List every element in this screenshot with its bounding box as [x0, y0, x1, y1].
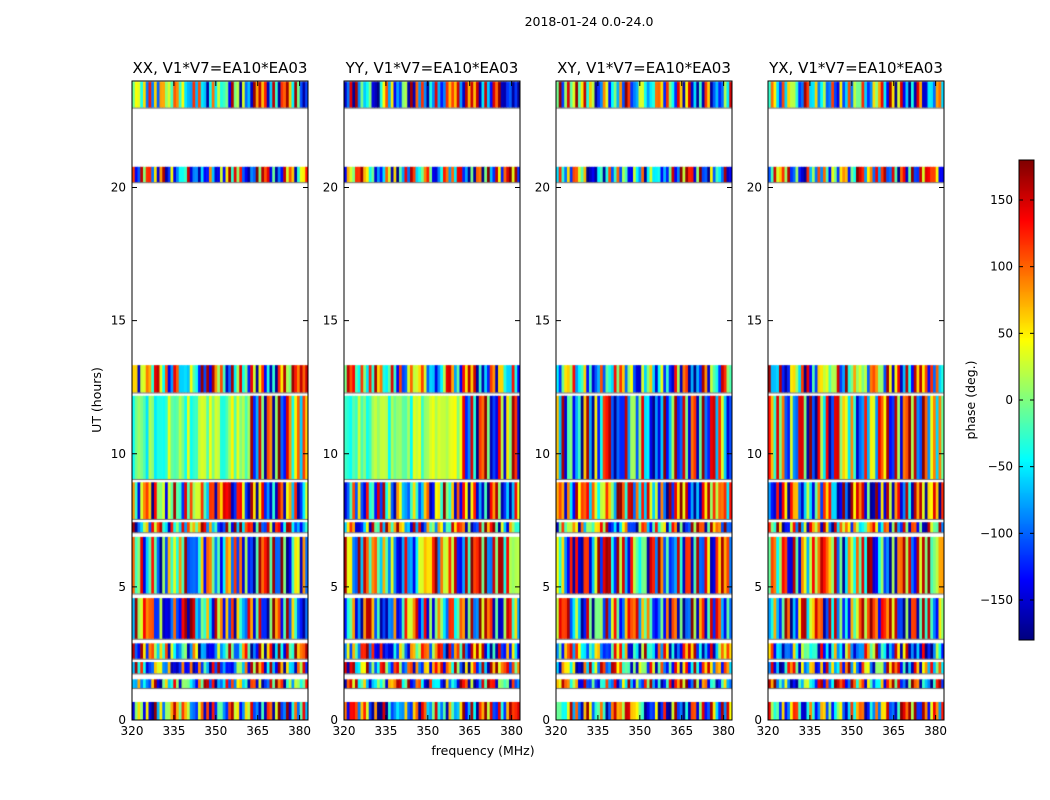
x-tick-label: 320	[333, 724, 356, 738]
colorbar-tick-label: −150	[980, 593, 1013, 607]
x-tick-label: 350	[628, 724, 651, 738]
phase-image-yx	[768, 81, 944, 720]
colorbar-tick-label: 150	[990, 193, 1013, 207]
x-tick-label: 335	[374, 724, 397, 738]
x-tick-label: 350	[416, 724, 439, 738]
phase-image-yy	[344, 81, 520, 720]
x-tick-label: 380	[500, 724, 523, 738]
x-tick-label: 380	[924, 724, 947, 738]
colorbar-tick-label: 50	[998, 326, 1013, 340]
colorbar-tick-label: 0	[1005, 393, 1013, 407]
y-tick-label: 20	[323, 181, 338, 195]
panel-title: XY, V1*V7=EA10*EA03	[557, 59, 731, 77]
panel-title: YY, V1*V7=EA10*EA03	[345, 59, 519, 77]
y-tick-label: 10	[535, 447, 550, 461]
panel-frame	[131, 80, 309, 721]
y-tick-label: 5	[330, 580, 338, 594]
panel-yy: YY, V1*V7=EA10*EA03 320 335 350 365 380 0 5 10 15…	[323, 59, 523, 738]
y-tick-label: 20	[535, 181, 550, 195]
y-tick-label: 10	[747, 447, 762, 461]
y-tick-label: 5	[542, 580, 550, 594]
x-tick-label: 320	[545, 724, 568, 738]
y-tick-label: 10	[111, 447, 126, 461]
x-tick-label: 350	[204, 724, 227, 738]
y-tick-label: 10	[323, 447, 338, 461]
y-tick-label: 20	[111, 181, 126, 195]
panel-yx: YX, V1*V7=EA10*EA03 320 335 350 365 380 0 5 10 15…	[747, 59, 947, 738]
panel-frame	[767, 80, 945, 721]
phase-image-xx	[132, 81, 308, 720]
colorbar-tick-label: −100	[980, 526, 1013, 540]
panel-frame	[343, 80, 521, 721]
x-tick-label: 365	[882, 724, 905, 738]
panel-title: XX, V1*V7=EA10*EA03	[133, 59, 308, 77]
colorbar-tick-label: 100	[990, 260, 1013, 274]
x-tick-label: 365	[670, 724, 693, 738]
x-tick-label: 320	[757, 724, 780, 738]
y-tick-label: 5	[118, 580, 126, 594]
x-axis-label: frequency (MHz)	[431, 743, 534, 758]
x-tick-label: 350	[840, 724, 863, 738]
colorbar-label: phase (deg.)	[963, 361, 978, 440]
colorbar: −150 −100 −50 0 50 100 150 phase (deg.)	[963, 159, 1035, 641]
x-tick-label: 320	[121, 724, 144, 738]
colorbar-colors	[1019, 160, 1034, 640]
y-tick-label: 0	[330, 713, 338, 727]
y-tick-label: 0	[542, 713, 550, 727]
y-axis-label: UT (hours)	[89, 367, 104, 433]
x-tick-label: 380	[712, 724, 735, 738]
x-tick-label: 365	[458, 724, 481, 738]
panel-xx: XX, V1*V7=EA10*EA03 320 335 350 365 380 0 5 10 15…	[111, 59, 311, 738]
x-tick-label: 380	[288, 724, 311, 738]
x-tick-label: 335	[162, 724, 185, 738]
y-tick-label: 15	[111, 314, 126, 328]
x-tick-label: 335	[586, 724, 609, 738]
y-tick-label: 20	[747, 181, 762, 195]
x-tick-label: 365	[246, 724, 269, 738]
y-tick-label: 15	[535, 314, 550, 328]
y-tick-label: 5	[754, 580, 762, 594]
panel-title: YX, V1*V7=EA10*EA03	[768, 59, 943, 77]
x-tick-label: 335	[798, 724, 821, 738]
y-tick-label: 15	[323, 314, 338, 328]
phase-image-xy	[556, 81, 732, 720]
figure-suptitle: 2018-01-24 0.0-24.0	[525, 14, 654, 29]
y-tick-label: 15	[747, 314, 762, 328]
colorbar-tick-label: −50	[988, 460, 1013, 474]
panel-frame	[555, 80, 733, 721]
panel-xy: XY, V1*V7=EA10*EA03 320 335 350 365 380 0 5 10 15…	[535, 59, 735, 738]
y-tick-label: 0	[118, 713, 126, 727]
y-tick-label: 0	[754, 713, 762, 727]
